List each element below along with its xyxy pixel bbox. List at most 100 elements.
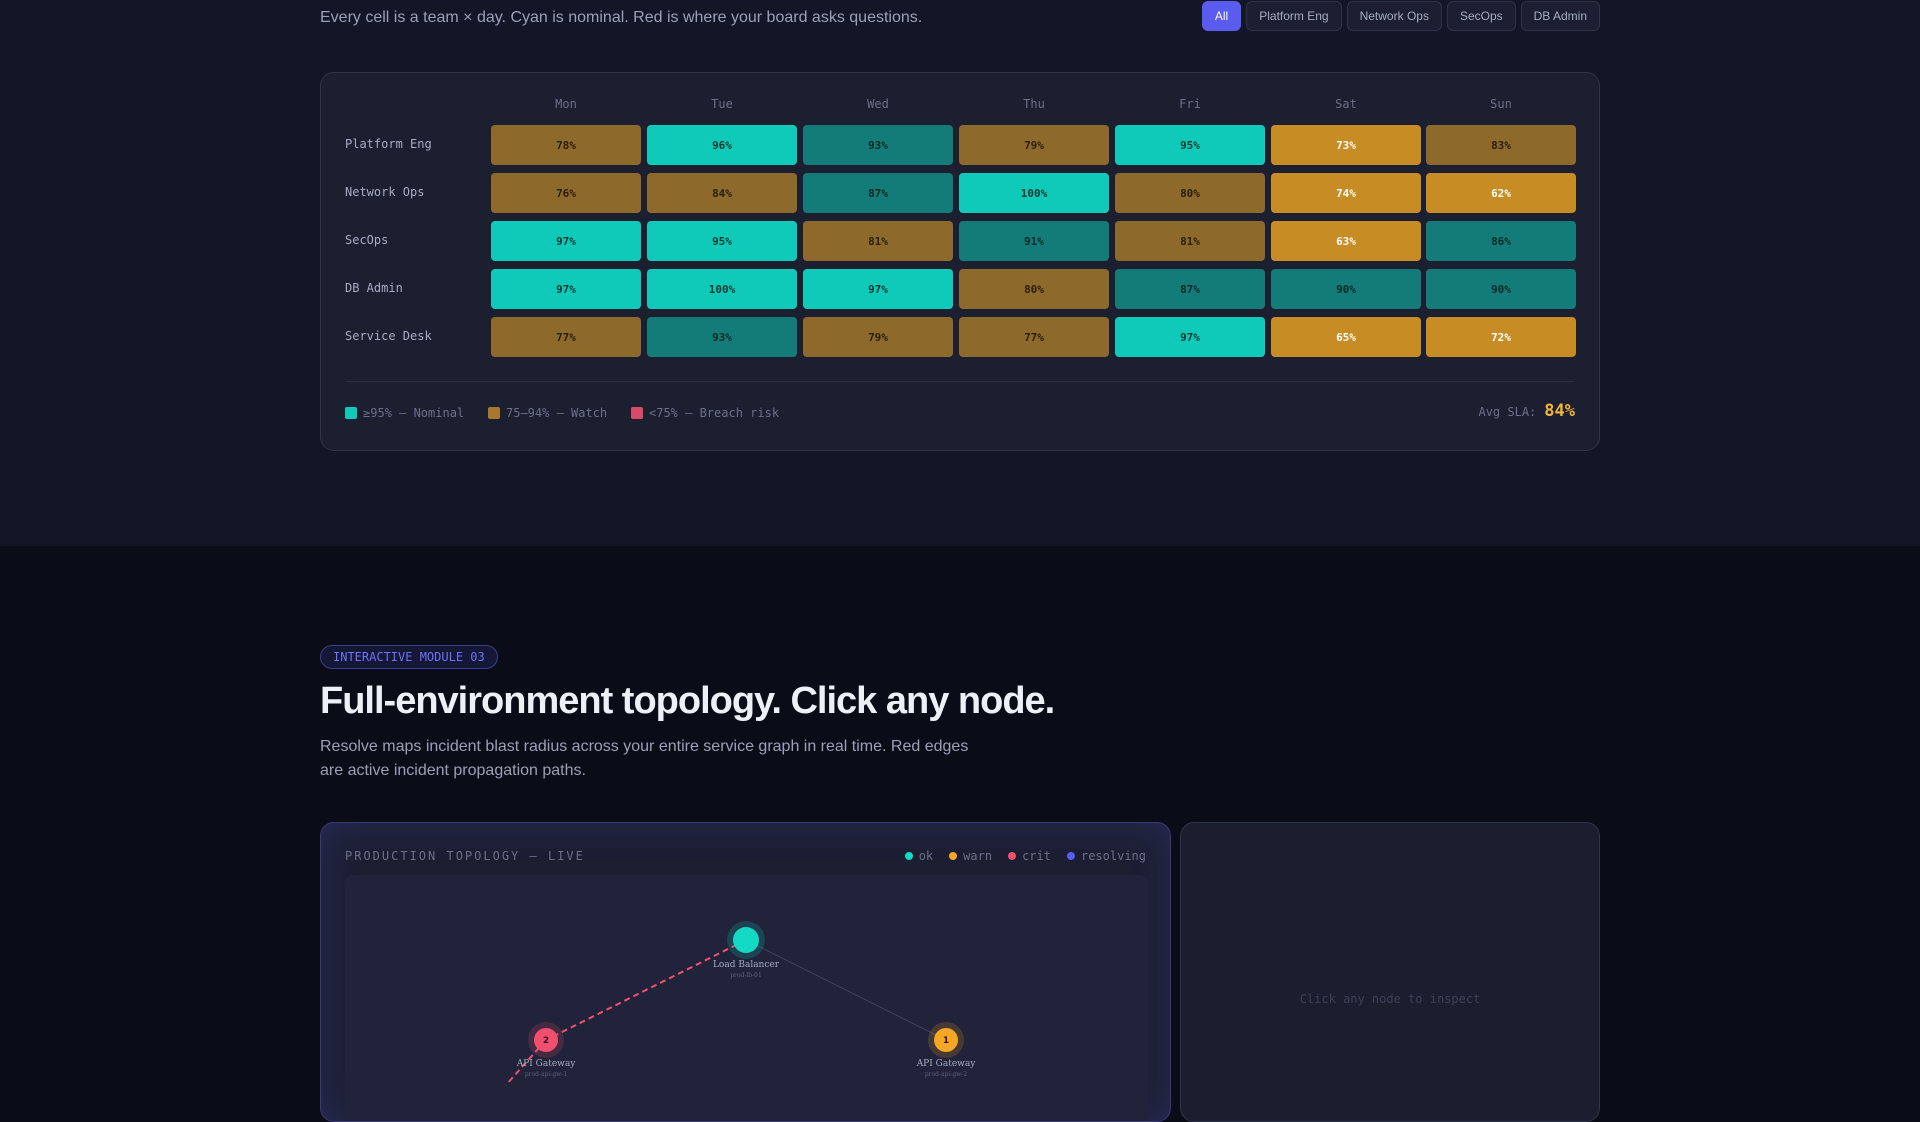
node-label: Load Balancer — [713, 960, 780, 970]
heatmap-cell[interactable]: 74% — [1271, 173, 1421, 213]
topology-title: PRODUCTION TOPOLOGY — LIVE — [345, 849, 585, 863]
legend-nominal-label: ≥95% — Nominal — [363, 406, 465, 420]
topology-graph: Load Balancer prod-lb-01 2 API Gateway prod-… — [345, 875, 1148, 1121]
heatmap-cell[interactable]: 81% — [803, 221, 953, 261]
legend-watch-label: 75–94% — Watch — [506, 406, 608, 420]
node-incident-count: 2 — [543, 1036, 549, 1046]
legend-warn: warn — [949, 849, 992, 863]
row-label-service-desk: Service Desk — [345, 329, 432, 343]
day-header-sat: Sat — [1335, 97, 1357, 111]
heatmap-cell[interactable]: 97% — [1115, 317, 1265, 357]
heatmap-cell[interactable]: 80% — [959, 269, 1109, 309]
heatmap-cell[interactable]: 100% — [959, 173, 1109, 213]
legend-ok-label: ok — [918, 849, 934, 863]
legend-nominal-swatch — [345, 407, 357, 419]
day-header-wed: Wed — [867, 97, 889, 111]
heatmap-cell[interactable]: 72% — [1426, 317, 1576, 357]
topology-edge-lb-gw2 — [745, 939, 947, 1041]
heatmap-cell[interactable]: 73% — [1271, 125, 1421, 165]
heatmap-cell[interactable]: 97% — [803, 269, 953, 309]
heatmap-cell[interactable]: 97% — [491, 269, 641, 309]
topology-node-gw1[interactable]: 2 API Gateway prod-api-gw-1 — [516, 1022, 577, 1078]
node-incident-count: 1 — [943, 1036, 949, 1046]
topology-edge-lb-gw1 — [545, 939, 747, 1041]
crit-dot-icon — [1008, 852, 1017, 860]
heatmap-cell[interactable]: 87% — [1115, 269, 1265, 309]
filter-secops-button[interactable]: SecOps — [1446, 1, 1516, 31]
inspector-hint: Click any node to inspect — [1299, 992, 1481, 1006]
heatmap-cell[interactable]: 79% — [803, 317, 953, 357]
node-inspector-panel: Click any node to inspect — [1180, 822, 1600, 1122]
day-header-thu: Thu — [1023, 97, 1045, 111]
heatmap-cell[interactable]: 95% — [647, 221, 797, 261]
heatmap-cell[interactable]: 80% — [1115, 173, 1265, 213]
heatmap-cell[interactable]: 90% — [1271, 269, 1421, 309]
avg-sla: Avg SLA: 84% — [1478, 401, 1575, 421]
filter-all-button[interactable]: All — [1201, 1, 1242, 31]
heatmap-cell[interactable]: 95% — [1115, 125, 1265, 165]
legend-watch-swatch — [488, 407, 500, 419]
heatmap-subtitle: Every cell is a team × day. Cyan is nomi… — [320, 9, 923, 26]
node-label: API Gateway — [516, 1059, 577, 1069]
filter-platform-eng-button[interactable]: Platform Eng — [1246, 1, 1342, 31]
module-title: Full-environment topology. Click any nod… — [320, 680, 1055, 722]
node-status-dot — [534, 1028, 558, 1052]
heatmap-cell[interactable]: 83% — [1426, 125, 1576, 165]
node-label: API Gateway — [916, 1059, 977, 1069]
node-sublabel: prod-api-gw-1 — [525, 1071, 567, 1078]
heatmap-card: ≥95% — Nominal 75–94% — Watch <75% — Bre… — [320, 72, 1600, 451]
topology-node-gw2[interactable]: 1 API Gateway prod-api-gw-2 — [916, 1022, 977, 1078]
legend-crit-label: crit — [1022, 849, 1051, 863]
heatmap-cell[interactable]: 84% — [647, 173, 797, 213]
day-header-sun: Sun — [1490, 97, 1512, 111]
topology-card: Load Balancer prod-lb-01 2 API Gateway prod-… — [320, 822, 1171, 1122]
node-sublabel: prod-api-gw-2 — [925, 1071, 968, 1078]
heatmap-cell[interactable]: 76% — [491, 173, 641, 213]
row-label-db-admin: DB Admin — [345, 281, 403, 295]
heatmap-cell[interactable]: 77% — [959, 317, 1109, 357]
node-status-dot — [934, 1028, 958, 1052]
heatmap-cell[interactable]: 81% — [1115, 221, 1265, 261]
legend-warn-label: warn — [963, 849, 993, 863]
legend-ok: ok — [904, 849, 934, 863]
filter-network-ops-button[interactable]: Network Ops — [1346, 1, 1442, 31]
legend-nominal: ≥95% — Nominal — [345, 406, 464, 420]
heatmap-cell[interactable]: 97% — [491, 221, 641, 261]
module-description-line-2: are active incident propagation paths. — [320, 762, 586, 779]
topology-legend: ok warn crit resolving — [904, 849, 1146, 863]
heatmap-cell[interactable]: 93% — [803, 125, 953, 165]
filter-db-admin-button[interactable]: DB Admin — [1520, 1, 1600, 31]
team-filter-bar: All Platform Eng Network Ops SecOps DB A… — [1201, 1, 1600, 31]
node-sublabel: prod-lb-01 — [730, 972, 762, 979]
heatmap-cell[interactable]: 87% — [803, 173, 953, 213]
heatmap-cell[interactable]: 91% — [959, 221, 1109, 261]
legend-breach-label: <75% — Breach risk — [649, 406, 780, 420]
avg-sla-label: Avg SLA: — [1478, 405, 1537, 419]
row-label-secops: SecOps — [345, 233, 389, 247]
topology-node-lb[interactable]: Load Balancer prod-lb-01 — [713, 921, 780, 979]
resolving-dot-icon — [1066, 852, 1075, 860]
heatmap-cell[interactable]: 100% — [647, 269, 797, 309]
heatmap-cell[interactable]: 63% — [1271, 221, 1421, 261]
legend-breach: <75% — Breach risk — [631, 406, 779, 420]
heatmap-cell[interactable]: 65% — [1271, 317, 1421, 357]
heatmap-cell[interactable]: 78% — [491, 125, 641, 165]
row-label-network-ops: Network Ops — [345, 185, 425, 199]
avg-sla-value: 84% — [1544, 401, 1575, 421]
heatmap-cell[interactable]: 93% — [647, 317, 797, 357]
warn-dot-icon — [949, 852, 958, 860]
heatmap-cell[interactable]: 79% — [959, 125, 1109, 165]
heatmap-cell[interactable]: 62% — [1426, 173, 1576, 213]
topology-canvas — [345, 875, 1148, 1121]
module-description-line-1: Resolve maps incident blast radius acros… — [320, 738, 969, 755]
node-status-dot — [733, 927, 759, 953]
sla-heatmap-section: Every cell is a team × day. Cyan is nomi… — [0, 0, 1920, 546]
legend-resolving-label: resolving — [1080, 849, 1146, 863]
heatmap-cell[interactable]: 77% — [491, 317, 641, 357]
heatmap-cell[interactable]: 86% — [1426, 221, 1576, 261]
heatmap-cell[interactable]: 96% — [647, 125, 797, 165]
day-header-fri: Fri — [1179, 97, 1201, 111]
day-header-tue: Tue — [711, 97, 733, 111]
module-description: Resolve maps incident blast radius acros… — [320, 735, 1000, 783]
heatmap-cell[interactable]: 90% — [1426, 269, 1576, 309]
